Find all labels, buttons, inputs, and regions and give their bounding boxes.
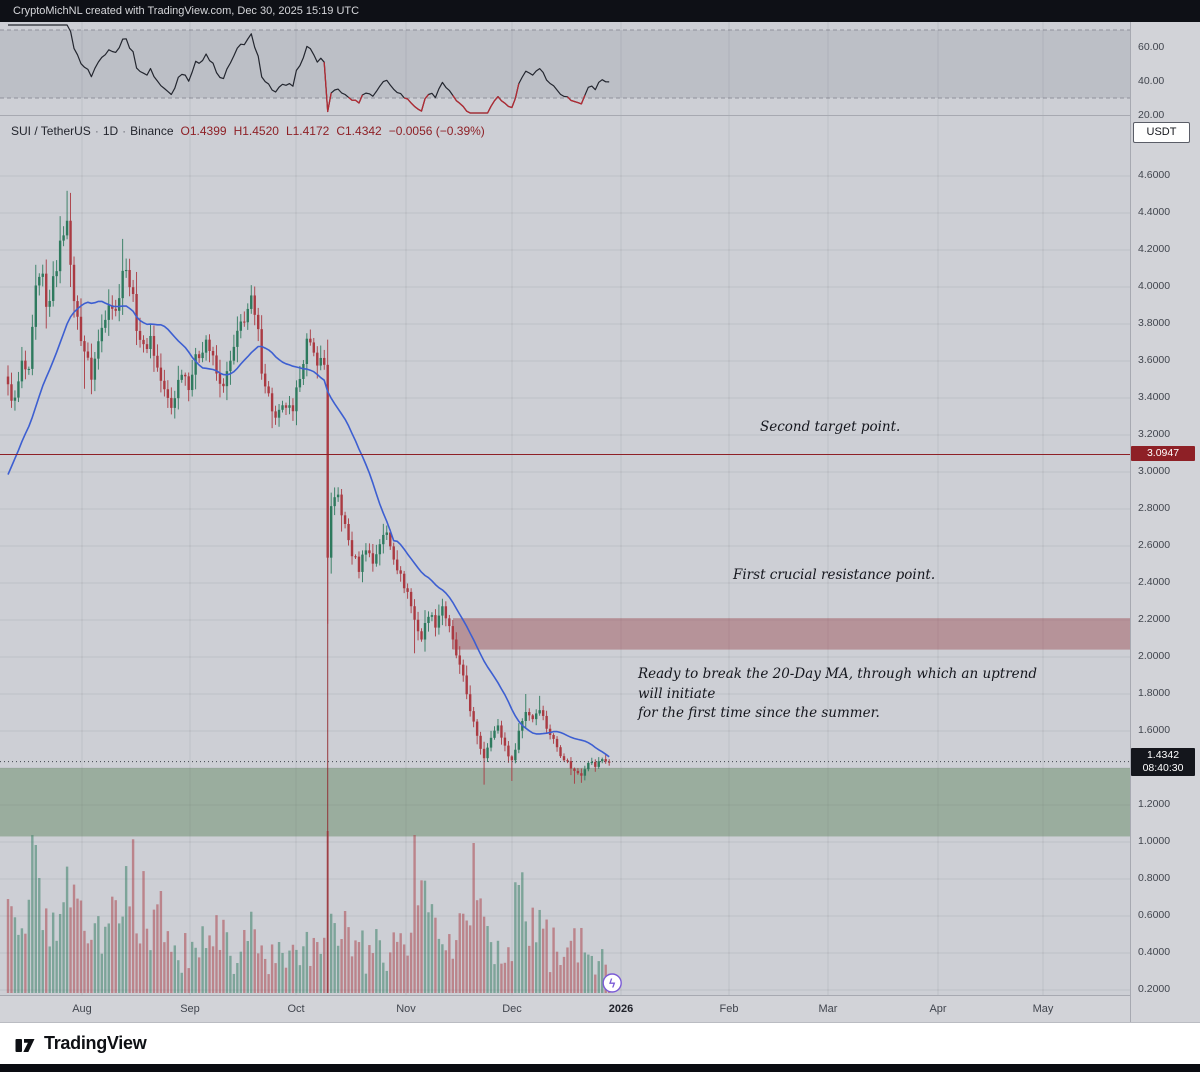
chart-area[interactable]: ϟ SUI / TetherUS · 1D · Binance O1.4399 H1.452… bbox=[0, 22, 1200, 1022]
price-tick-label: 4.2000 bbox=[1138, 243, 1171, 255]
resistance-zone[interactable] bbox=[453, 618, 1130, 650]
price-tick-label: 2.0000 bbox=[1138, 650, 1171, 662]
price-tick-label: 1.6000 bbox=[1138, 724, 1171, 736]
price-tick-label: 4.0000 bbox=[1138, 280, 1171, 292]
time-axis-label: Oct bbox=[287, 1003, 305, 1015]
volume-layer bbox=[6, 831, 611, 993]
ma20-line[interactable] bbox=[7, 300, 610, 758]
symbol-header[interactable]: SUI / TetherUS · 1D · Binance O1.4399 H1.4520 L… bbox=[11, 124, 485, 138]
price-tick-label: 2.8000 bbox=[1138, 502, 1171, 514]
annotation-first-resistance[interactable]: First crucial resistance point. bbox=[733, 567, 936, 583]
separator: · bbox=[94, 124, 99, 138]
price-tick-label: 3.0000 bbox=[1138, 465, 1171, 477]
ohlc-high: H1.4520 bbox=[233, 124, 279, 138]
price-tick-label: 3.4000 bbox=[1138, 391, 1171, 403]
price-tick-label: 2.4000 bbox=[1138, 576, 1171, 588]
price-tick-label: 0.4000 bbox=[1138, 946, 1171, 958]
bolt-icon[interactable]: ϟ bbox=[602, 973, 622, 993]
price-tick-label: 0.8000 bbox=[1138, 872, 1171, 884]
time-axis-label: May bbox=[1032, 1003, 1054, 1015]
rsi-line[interactable] bbox=[8, 24, 610, 114]
zones-layer[interactable] bbox=[0, 618, 1130, 837]
currency-toggle-button[interactable]: USDT bbox=[1133, 122, 1190, 143]
price-line-label: 3.0947 bbox=[1131, 446, 1195, 462]
price-tick-label: 1.0000 bbox=[1138, 835, 1171, 847]
symbol-name[interactable]: SUI / TetherUS bbox=[11, 124, 91, 138]
axis-divider bbox=[1130, 22, 1131, 1022]
price-tick-label: 2.2000 bbox=[1138, 613, 1171, 625]
time-axis-label: Feb bbox=[719, 1003, 739, 1015]
price-tick-label: 4.6000 bbox=[1138, 169, 1171, 181]
price-tick-label: 4.4000 bbox=[1138, 206, 1171, 218]
time-axis-label: Dec bbox=[502, 1003, 522, 1015]
support-zone[interactable] bbox=[0, 768, 1130, 837]
price-tick-label: 0.2000 bbox=[1138, 983, 1171, 995]
footer-bar: TradingView bbox=[0, 1022, 1200, 1064]
svg-text:ϟ: ϟ bbox=[609, 977, 616, 991]
interval-label[interactable]: 1D bbox=[102, 124, 119, 138]
rsi-tick-label: 60.00 bbox=[1138, 41, 1165, 53]
price-chart-canvas[interactable]: ϟ bbox=[0, 116, 1130, 995]
time-axis-label: Nov bbox=[396, 1003, 416, 1015]
bottom-strip bbox=[0, 1064, 1200, 1072]
time-axis-label: Sep bbox=[180, 1003, 200, 1015]
price-tick-label: 3.2000 bbox=[1138, 428, 1171, 440]
annotation-second-target[interactable]: Second target point. bbox=[760, 419, 901, 435]
last-price-label: 1.4342 08:40:30 bbox=[1131, 747, 1195, 776]
pane-divider[interactable] bbox=[0, 115, 1130, 116]
tradingview-logo[interactable]: TradingView bbox=[13, 1032, 147, 1056]
time-axis-divider bbox=[0, 995, 1130, 996]
rsi-indicator-canvas[interactable] bbox=[0, 22, 1130, 115]
attribution-bar: CryptoMichNL created with TradingView.co… bbox=[0, 0, 1200, 22]
price-tick-label: 3.8000 bbox=[1138, 317, 1171, 329]
rsi-band bbox=[0, 22, 1130, 115]
time-axis-label: 2026 bbox=[608, 1003, 634, 1015]
tradingview-logo-icon bbox=[15, 1038, 35, 1052]
annotation-ma-note[interactable]: Ready to break the 20-Day MA, through wh… bbox=[638, 666, 1038, 722]
time-axis-label: Apr bbox=[929, 1003, 947, 1015]
price-tick-label: 1.8000 bbox=[1138, 687, 1171, 699]
time-axis[interactable]: Aug Sep Oct Nov Dec 2026 Feb Mar Apr May bbox=[0, 996, 1130, 1022]
time-axis-label: Aug bbox=[72, 1003, 92, 1015]
candles-layer[interactable] bbox=[6, 190, 611, 785]
exchange-label[interactable]: Binance bbox=[130, 124, 174, 138]
price-axis[interactable]: USDT 3.0947 1.4342 08:40:30 60.00 40.00 20… bbox=[1131, 22, 1200, 1022]
ohlc-open: O1.4399 bbox=[180, 124, 227, 138]
price-tick-label: 2.6000 bbox=[1138, 539, 1171, 551]
attribution-text: CryptoMichNL created with TradingView.co… bbox=[13, 5, 360, 17]
time-axis-label: Mar bbox=[818, 1003, 838, 1015]
ohlc-change: −0.0056 (−0.39%) bbox=[388, 124, 485, 138]
price-tick-label: 3.6000 bbox=[1138, 354, 1171, 366]
separator: · bbox=[122, 124, 127, 138]
price-pane[interactable]: ϟ SUI / TetherUS · 1D · Binance O1.4399 H1.452… bbox=[0, 116, 1130, 995]
tradingview-wordmark: TradingView bbox=[44, 1033, 147, 1053]
countdown-timer: 08:40:30 bbox=[1142, 762, 1184, 775]
price-tick-label: 1.2000 bbox=[1138, 798, 1171, 810]
rsi-tick-label: 20.00 bbox=[1138, 109, 1165, 121]
price-tick-label: 0.6000 bbox=[1138, 909, 1171, 921]
rsi-tick-label: 40.00 bbox=[1138, 75, 1165, 87]
ohlc-low: L1.4172 bbox=[285, 124, 330, 138]
ohlc-close: C1.4342 bbox=[336, 124, 382, 138]
grid-layer bbox=[0, 116, 1130, 995]
last-price-value: 1.4342 bbox=[1146, 748, 1180, 761]
rsi-pane[interactable] bbox=[0, 22, 1130, 115]
